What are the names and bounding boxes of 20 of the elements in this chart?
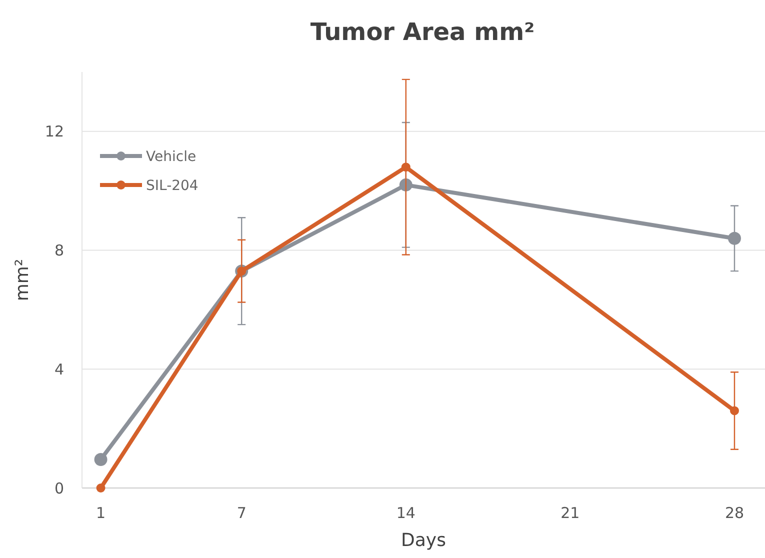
x-tick-label: 21: [560, 504, 580, 522]
y-tick-label: 4: [54, 360, 64, 378]
y-tick-label: 0: [54, 479, 64, 498]
chart-title: Tumor Area mm²: [310, 18, 535, 46]
legend-label: Vehicle: [146, 148, 196, 165]
point: [399, 178, 412, 192]
x-axis-title: Days: [401, 530, 446, 551]
x-tick-label: 7: [236, 504, 246, 522]
point: [401, 162, 410, 172]
x-tick-label: 1: [96, 504, 106, 522]
x-tick-label: 28: [724, 504, 744, 522]
y-tick-label: 8: [54, 242, 64, 260]
legend-label: SIL-204: [146, 178, 198, 194]
x-tick-label: 14: [396, 504, 416, 522]
y-tick-label: 12: [44, 122, 64, 141]
y-axis-title: mm²: [12, 258, 33, 302]
point: [94, 452, 108, 466]
point: [728, 232, 741, 245]
point: [730, 406, 739, 416]
point: [96, 484, 106, 492]
